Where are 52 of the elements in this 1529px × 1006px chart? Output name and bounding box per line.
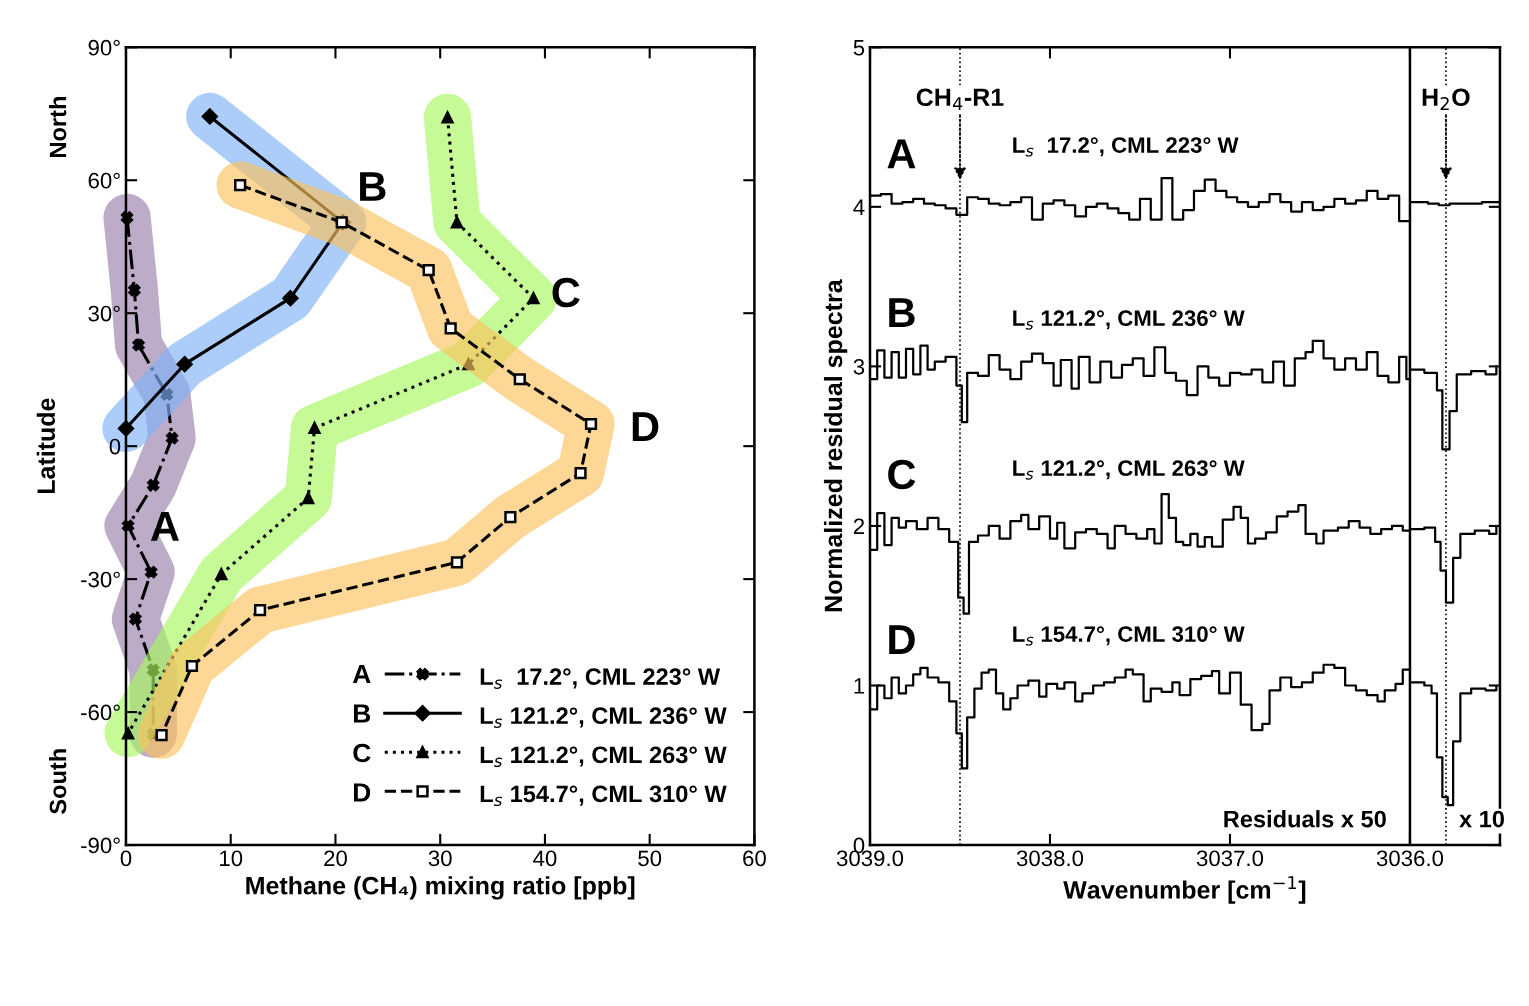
text: North bbox=[49, 97, 67, 157]
x-tick-label: 3036.0 bbox=[1376, 850, 1444, 867]
annotation: C bbox=[552, 277, 580, 308]
annotation: A bbox=[887, 139, 916, 169]
annotation: B bbox=[360, 172, 386, 201]
annotation: D bbox=[889, 625, 915, 654]
y-tick-label: 5 bbox=[853, 40, 865, 56]
legend-label: L$_{s}$ 17.2°, CML 223° W bbox=[480, 668, 721, 689]
x-tick-label: 3037.0 bbox=[1196, 850, 1264, 867]
x-axis-title: Methane (CH₄) mixing ratio [ppb] bbox=[246, 876, 635, 900]
annotation: C bbox=[888, 459, 916, 490]
annotation: A bbox=[150, 512, 179, 541]
text: B bbox=[354, 704, 371, 723]
annotation: Residuals x 50 bbox=[1224, 810, 1386, 828]
text: South bbox=[49, 749, 67, 814]
x-tick-label: 40 bbox=[533, 850, 557, 867]
y-axis-title: Normalized residual spectra bbox=[823, 279, 848, 612]
legend-label: L$_{s}$ 154.7°, CML 310° W bbox=[480, 785, 727, 807]
text: C bbox=[353, 743, 371, 763]
x-tick-label: 20 bbox=[324, 850, 347, 867]
annotation: D bbox=[632, 412, 659, 441]
text: A bbox=[352, 664, 371, 684]
x-tick-label: 30 bbox=[428, 850, 452, 867]
y-tick-label: 60° bbox=[88, 172, 120, 189]
x-tick-label: 10 bbox=[220, 850, 243, 867]
y-axis-title: Latitude bbox=[36, 398, 56, 494]
annotation: L$_{s}$ 121.2°, CML 263° W bbox=[1013, 460, 1245, 480]
y-tick-label: 0 bbox=[109, 438, 121, 455]
x-tick-label: 0 bbox=[120, 850, 132, 867]
annotation: L$_{s}$ 154.7°, CML 310° W bbox=[1013, 626, 1245, 646]
annotation: L$_{s}$ 121.2°, CML 236° W bbox=[1013, 310, 1245, 330]
annotation: B bbox=[889, 298, 915, 327]
y-tick-label: 90° bbox=[88, 39, 120, 56]
y-tick-label: 30° bbox=[88, 305, 120, 322]
y-tick-label: 4 bbox=[853, 199, 865, 215]
x-tick-label: 3038.0 bbox=[1016, 850, 1084, 867]
text: D bbox=[354, 783, 371, 802]
legend-label: L$_{s}$ 121.2°, CML 236° W bbox=[480, 707, 727, 728]
annotation: CH$_{4}$-R1 bbox=[916, 88, 1004, 110]
x-tick-label: 60 bbox=[743, 850, 766, 867]
y-tick-label: -90° bbox=[81, 837, 120, 854]
x-axis-title: Wavenumber [cm$^{−1}$] bbox=[1063, 876, 1306, 904]
annotation: H$_{2}$O bbox=[1422, 88, 1470, 110]
x-tick-label: 50 bbox=[638, 850, 662, 867]
y-tick-label: 1 bbox=[854, 678, 865, 694]
legend-label: L$_{s}$ 121.2°, CML 263° W bbox=[480, 746, 727, 768]
y-tick-label: -30° bbox=[81, 571, 120, 588]
annotation: L$_{s}$ 17.2°, CML 223° W bbox=[1013, 137, 1239, 157]
annotation: x 10 bbox=[1459, 810, 1504, 828]
y-tick-label: -60° bbox=[81, 704, 120, 721]
y-tick-label: 2 bbox=[853, 518, 865, 534]
y-tick-label: 3 bbox=[853, 358, 865, 375]
